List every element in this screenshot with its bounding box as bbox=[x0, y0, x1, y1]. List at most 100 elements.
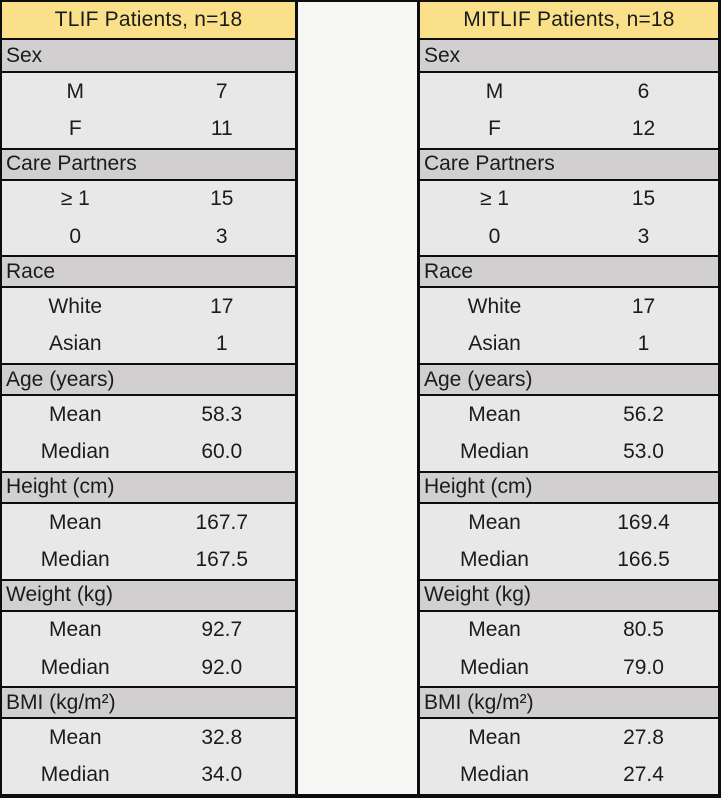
table-title: TLIF Patients, n=18 bbox=[2, 2, 295, 40]
section-rows: Mean 169.4 Median 166.5 bbox=[420, 504, 718, 579]
section-header: Care Partners bbox=[420, 147, 718, 181]
section-rows: M 6 F 12 bbox=[420, 73, 718, 148]
table-row: ≥ 1 15 bbox=[420, 181, 718, 218]
row-label: Mean bbox=[48, 725, 102, 749]
table-row: Asian 1 bbox=[420, 326, 718, 363]
section-header: Sex bbox=[420, 40, 718, 73]
section-rows: Mean 32.8 Median 34.0 bbox=[2, 719, 295, 794]
row-value: 53.0 bbox=[623, 440, 664, 464]
row-value: 79.0 bbox=[623, 655, 664, 679]
table-section: Sex M 7 F 11 bbox=[2, 40, 295, 148]
table-row: F 11 bbox=[2, 110, 295, 147]
table-section: Age (years) Mean 56.2 Median 53.0 bbox=[420, 363, 718, 471]
table-section: Height (cm) Mean 167.7 Median 167.5 bbox=[2, 470, 295, 579]
row-label: Mean bbox=[468, 618, 521, 642]
row-label: Median bbox=[460, 440, 529, 464]
table-section: Weight (kg) Mean 80.5 Median 79.0 bbox=[420, 578, 718, 687]
row-value: 166.5 bbox=[617, 547, 670, 571]
table-row: Mean 92.7 bbox=[2, 612, 295, 649]
row-label: Mean bbox=[48, 510, 102, 534]
row-value: 27.4 bbox=[623, 763, 664, 787]
table-row: Mean 32.8 bbox=[2, 719, 295, 756]
patient-table-mitlif: MITLIF Patients, n=18 Sex M 6 F 12 Care Partne… bbox=[417, 2, 718, 794]
table-row: Mean 56.2 bbox=[420, 396, 718, 433]
table-row: F 12 bbox=[420, 110, 718, 147]
table-section: Weight (kg) Mean 92.7 Median 92.0 bbox=[2, 578, 295, 687]
section-rows: Mean 80.5 Median 79.0 bbox=[420, 612, 718, 687]
row-value: 169.4 bbox=[617, 510, 670, 534]
row-value: 7 bbox=[215, 79, 228, 103]
row-label: Mean bbox=[468, 725, 521, 749]
row-label: Mean bbox=[48, 618, 102, 642]
row-label: Mean bbox=[468, 510, 521, 534]
table-row: Asian 1 bbox=[2, 326, 295, 363]
row-value: 58.3 bbox=[201, 402, 243, 426]
row-label: Asian bbox=[48, 332, 102, 356]
row-value: 3 bbox=[637, 224, 650, 248]
row-label: White bbox=[467, 295, 522, 319]
row-value: 3 bbox=[215, 224, 228, 248]
patient-table-tlif: TLIF Patients, n=18 Sex M 7 F 11 Care Partners… bbox=[2, 2, 298, 794]
table-title: MITLIF Patients, n=18 bbox=[420, 2, 718, 40]
row-label: 0 bbox=[488, 224, 501, 248]
row-label: Median bbox=[40, 547, 110, 571]
section-rows: ≥ 1 15 0 3 bbox=[2, 181, 295, 256]
row-value: 167.5 bbox=[195, 547, 249, 571]
table-section: Height (cm) Mean 169.4 Median 166.5 bbox=[420, 470, 718, 579]
table-section: Race White 17 Asian 1 bbox=[420, 255, 718, 363]
row-label: M bbox=[485, 79, 504, 103]
table-section: BMI (kg/m²) Mean 27.8 Median 27.4 bbox=[420, 686, 718, 794]
table-row: Mean 169.4 bbox=[420, 504, 718, 541]
table-row: Mean 167.7 bbox=[2, 504, 295, 541]
row-label: Median bbox=[40, 440, 110, 464]
table-row: Mean 80.5 bbox=[420, 612, 718, 649]
section-rows: Mean 58.3 Median 60.0 bbox=[2, 396, 295, 471]
row-value: 1 bbox=[215, 332, 228, 356]
row-label: F bbox=[68, 117, 82, 141]
table-section: Race White 17 Asian 1 bbox=[2, 255, 295, 363]
row-label: Asian bbox=[468, 332, 521, 356]
row-label: Median bbox=[460, 655, 529, 679]
row-label: White bbox=[48, 295, 103, 319]
row-label: F bbox=[488, 117, 501, 141]
section-header: BMI (kg/m²) bbox=[2, 686, 295, 720]
section-header: BMI (kg/m²) bbox=[420, 686, 718, 720]
table-section: Care Partners ≥ 1 15 0 3 bbox=[2, 147, 295, 256]
table-row: Median 167.5 bbox=[2, 541, 295, 578]
row-value: 11 bbox=[210, 117, 233, 141]
section-rows: Mean 167.7 Median 167.5 bbox=[2, 504, 295, 579]
row-value: 6 bbox=[637, 79, 650, 103]
row-value: 17 bbox=[631, 295, 656, 319]
row-value: 56.2 bbox=[623, 402, 664, 426]
section-rows: White 17 Asian 1 bbox=[2, 288, 295, 363]
row-value: 15 bbox=[631, 187, 656, 211]
row-value: 167.7 bbox=[195, 510, 249, 534]
table-row: Mean 27.8 bbox=[420, 719, 718, 756]
section-header: Age (years) bbox=[2, 363, 295, 397]
table-row: Median 53.0 bbox=[420, 434, 718, 471]
table-row: Median 92.0 bbox=[2, 649, 295, 686]
row-value: 17 bbox=[210, 295, 234, 319]
row-label: 0 bbox=[69, 224, 82, 248]
row-label: Mean bbox=[48, 402, 102, 426]
row-label: ≥ 1 bbox=[479, 187, 510, 211]
table-gap bbox=[298, 2, 417, 794]
row-value: 32.8 bbox=[201, 725, 243, 749]
row-value: 92.7 bbox=[201, 618, 243, 642]
section-header: Weight (kg) bbox=[420, 578, 718, 612]
table-section: Care Partners ≥ 1 15 0 3 bbox=[420, 147, 718, 256]
row-value: 15 bbox=[210, 187, 234, 211]
section-rows: ≥ 1 15 0 3 bbox=[420, 181, 718, 256]
row-value: 34.0 bbox=[201, 763, 243, 787]
row-label: Mean bbox=[468, 402, 521, 426]
table-section: Sex M 6 F 12 bbox=[420, 40, 718, 148]
table-row: Mean 58.3 bbox=[2, 396, 295, 433]
table-row: White 17 bbox=[420, 288, 718, 325]
table-row: ≥ 1 15 bbox=[2, 181, 295, 218]
section-rows: Mean 56.2 Median 53.0 bbox=[420, 396, 718, 471]
section-rows: M 7 F 11 bbox=[2, 73, 295, 148]
row-value: 27.8 bbox=[623, 725, 664, 749]
